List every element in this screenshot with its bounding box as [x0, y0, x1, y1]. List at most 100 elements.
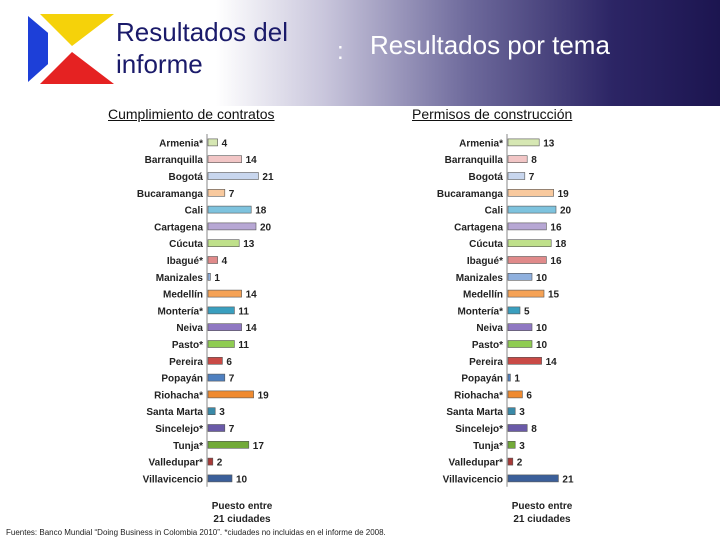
value-label-monteria: 11 — [238, 306, 249, 317]
value-label-armenia: 4 — [222, 138, 228, 149]
value-label-bogota: 7 — [529, 172, 535, 183]
category-label-sincelejo: Sincelejo* — [155, 424, 203, 435]
bar-cucuta — [507, 239, 552, 247]
bar-barranquilla — [207, 155, 242, 164]
value-label-cali: 20 — [560, 206, 572, 217]
bar-santa-marta — [507, 407, 516, 416]
category-label-pereira: Pereira — [169, 357, 203, 368]
x-axis-label-line1: Puesto entre — [212, 501, 273, 512]
category-label-cartagena: Cartagena — [454, 222, 503, 233]
chart-title-contracts: Cumplimiento de contratos — [108, 106, 275, 122]
value-label-sincelejo: 7 — [229, 424, 235, 435]
category-label-bogota: Bogotá — [469, 172, 504, 183]
bar-monteria — [207, 306, 235, 315]
category-label-tunja: Tunja* — [473, 441, 503, 452]
bar-santa-marta — [207, 407, 216, 416]
category-label-popayan: Popayán — [461, 374, 503, 385]
category-label-cucuta: Cúcuta — [469, 239, 503, 250]
footnote: Fuentes: Banco Mundial “Doing Business i… — [6, 528, 386, 537]
x-axis-label-line2: 21 ciudades — [513, 514, 571, 524]
bar-armenia — [207, 138, 218, 147]
bar-ibague — [507, 256, 547, 264]
bar-pasto — [507, 340, 533, 348]
value-label-pereira: 6 — [226, 357, 232, 368]
bar-popayan — [507, 373, 511, 382]
value-label-riohacha: 19 — [258, 390, 270, 401]
bar-barranquilla — [507, 155, 528, 164]
category-label-monteria: Montería* — [457, 306, 503, 317]
value-label-tunja: 17 — [253, 441, 265, 452]
bar-ibague — [207, 256, 218, 264]
category-label-barranquilla: Barranquilla — [445, 155, 504, 166]
bar-medellin — [207, 289, 242, 298]
bar-popayan — [207, 373, 226, 382]
value-label-cartagena: 20 — [260, 222, 272, 233]
category-label-valledupar: Valledupar* — [149, 458, 204, 469]
value-label-popayan: 7 — [229, 374, 235, 385]
title-line-1: Resultados del — [116, 17, 288, 47]
bar-monteria — [507, 306, 521, 315]
bar-pasto — [207, 340, 235, 348]
value-label-santa-marta: 3 — [219, 407, 225, 418]
category-label-ibague: Ibagué* — [467, 256, 503, 267]
category-label-armenia: Armenia* — [159, 138, 203, 149]
bar-valledupar — [507, 457, 514, 466]
bar-sincelejo — [207, 424, 226, 432]
value-label-cali: 18 — [255, 206, 267, 217]
bar-armenia — [507, 138, 540, 147]
category-label-villavicencio: Villavicencio — [443, 474, 503, 485]
bar-neiva — [207, 323, 242, 331]
value-label-valledupar: 2 — [217, 458, 223, 469]
bar-bucaramanga — [507, 188, 554, 197]
category-label-tunja: Tunja* — [173, 441, 203, 452]
bar-cucuta — [207, 239, 240, 247]
category-label-medellin: Medellín — [163, 290, 203, 301]
category-label-cartagena: Cartagena — [154, 222, 203, 233]
value-label-pereira: 14 — [546, 357, 558, 368]
bar-valledupar — [207, 457, 214, 466]
value-label-neiva: 14 — [246, 323, 258, 334]
page-title-left: Resultados del informe — [116, 16, 288, 80]
bar-bucaramanga — [207, 188, 226, 197]
value-label-barranquilla: 14 — [246, 155, 258, 166]
bar-villavicencio — [507, 474, 559, 483]
category-label-valledupar: Valledupar* — [449, 458, 504, 469]
value-label-bucaramanga: 7 — [229, 189, 235, 200]
category-label-medellin: Medellín — [463, 290, 503, 301]
value-label-pasto: 10 — [536, 340, 548, 351]
category-label-cali: Cali — [485, 206, 504, 217]
title-separator: : — [337, 38, 344, 65]
value-label-barranquilla: 8 — [531, 155, 537, 166]
value-label-monteria: 5 — [524, 306, 530, 317]
value-label-cartagena: 16 — [550, 222, 562, 233]
value-label-cucuta: 18 — [555, 239, 567, 250]
category-label-armenia: Armenia* — [459, 138, 503, 149]
value-label-pasto: 11 — [238, 340, 249, 351]
value-label-ibague: 16 — [550, 256, 562, 267]
category-label-pasto: Pasto* — [472, 340, 503, 351]
chart-title-construction: Permisos de construcción — [412, 106, 573, 122]
category-label-villavicencio: Villavicencio — [143, 474, 203, 485]
category-label-riohacha: Riohacha* — [154, 390, 203, 401]
bar-medellin — [507, 289, 545, 298]
value-label-manizales: 10 — [536, 273, 548, 284]
value-label-riohacha: 6 — [526, 390, 532, 401]
page-title-right: Resultados por tema — [370, 30, 610, 60]
category-label-bogota: Bogotá — [169, 172, 204, 183]
x-axis-label-line1: Puesto entre — [512, 501, 573, 512]
value-label-villavicencio: 21 — [562, 474, 574, 485]
value-label-neiva: 10 — [536, 323, 548, 334]
bar-pereira — [507, 357, 542, 365]
bar-bogota — [507, 172, 526, 180]
category-label-pereira: Pereira — [469, 357, 503, 368]
category-label-popayan: Popayán — [161, 374, 203, 385]
category-label-manizales: Manizales — [456, 273, 504, 284]
bar-cartagena — [207, 222, 257, 231]
bar-riohacha — [207, 390, 254, 399]
category-label-neiva: Neiva — [176, 323, 203, 334]
value-label-medellin: 15 — [548, 290, 560, 301]
category-label-riohacha: Riohacha* — [454, 390, 503, 401]
title-line-2: informe — [116, 49, 203, 79]
bar-villavicencio — [207, 474, 233, 483]
